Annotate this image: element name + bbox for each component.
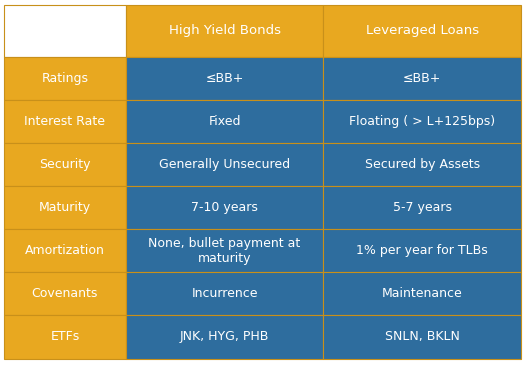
Bar	[125, 315, 323, 359]
Text: Security: Security	[39, 158, 91, 171]
Bar	[323, 57, 521, 100]
Text: Ratings: Ratings	[41, 72, 88, 85]
Bar	[125, 100, 323, 143]
Text: Secured by Assets: Secured by Assets	[364, 158, 480, 171]
Bar	[323, 100, 521, 143]
Text: ≤BB+: ≤BB+	[205, 72, 244, 85]
Text: Generally Unsecured: Generally Unsecured	[159, 158, 290, 171]
Text: Maturity: Maturity	[39, 201, 91, 214]
Text: Interest Rate: Interest Rate	[24, 115, 106, 128]
Bar	[4, 5, 125, 57]
Bar	[4, 272, 125, 315]
Bar	[125, 186, 323, 229]
Text: ETFs: ETFs	[50, 331, 79, 343]
Bar	[4, 143, 125, 186]
Bar	[4, 100, 125, 143]
Bar	[4, 186, 125, 229]
Bar	[323, 5, 521, 57]
Text: Amortization: Amortization	[25, 244, 105, 257]
Bar	[125, 272, 323, 315]
Text: Maintenance: Maintenance	[382, 288, 463, 300]
Bar	[125, 57, 323, 100]
Bar	[125, 143, 323, 186]
Bar	[323, 143, 521, 186]
Bar	[323, 186, 521, 229]
Text: 1% per year for TLBs: 1% per year for TLBs	[356, 244, 488, 257]
Bar	[323, 315, 521, 359]
Text: Floating ( > L+125bps): Floating ( > L+125bps)	[349, 115, 495, 128]
Text: Incurrence: Incurrence	[191, 288, 258, 300]
Text: None, bullet payment at
maturity: None, bullet payment at maturity	[149, 237, 301, 265]
Bar	[4, 229, 125, 272]
Text: Covenants: Covenants	[32, 288, 98, 300]
Text: 7-10 years: 7-10 years	[191, 201, 258, 214]
Text: SNLN, BKLN: SNLN, BKLN	[385, 331, 459, 343]
Bar	[4, 57, 125, 100]
Bar	[323, 272, 521, 315]
Text: JNK, HYG, PHB: JNK, HYG, PHB	[180, 331, 269, 343]
Text: High Yield Bonds: High Yield Bonds	[169, 24, 280, 37]
Text: ≤BB+: ≤BB+	[403, 72, 442, 85]
Bar	[125, 5, 323, 57]
Bar	[125, 229, 323, 272]
Text: Fixed: Fixed	[208, 115, 241, 128]
Bar	[323, 229, 521, 272]
Bar	[4, 315, 125, 359]
Text: 5-7 years: 5-7 years	[393, 201, 452, 214]
Text: Leveraged Loans: Leveraged Loans	[365, 24, 479, 37]
